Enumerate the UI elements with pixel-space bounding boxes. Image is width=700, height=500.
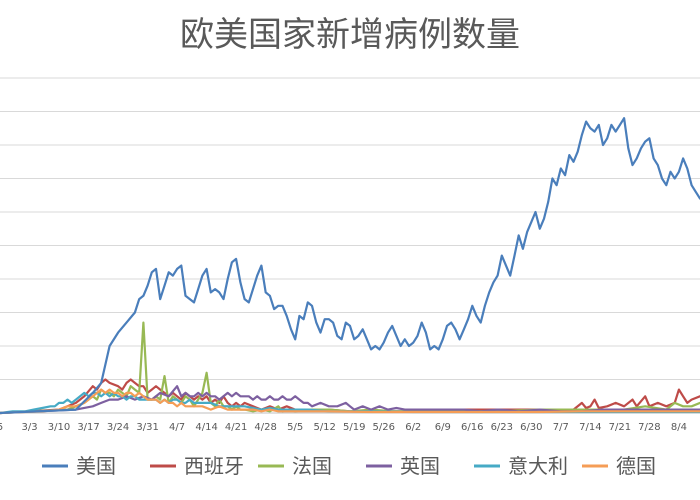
x-axis-ticks: 5 3/3 3/10 3/17 3/24 3/31 4/7 4/14 4/21 4/28 5/5 5/… <box>0 422 687 433</box>
x-tick-label: 5/26 <box>373 422 395 433</box>
x-tick-label: 7/14 <box>579 422 601 433</box>
x-tick-label: 3/24 <box>107 422 129 433</box>
series-line-4 <box>0 385 700 415</box>
x-tick-label: 3/10 <box>48 422 70 433</box>
chart-title: 欧美国家新增病例数量 <box>180 15 520 55</box>
x-tick-label: 8/4 <box>671 422 687 433</box>
legend-label: 德国 <box>616 454 656 478</box>
series-lines <box>0 117 700 415</box>
series-line-2 <box>0 378 700 415</box>
series-line-1 <box>0 117 700 415</box>
legend: 美国 西班牙 法国 英国 意大利 德国 <box>42 454 656 478</box>
x-tick-label: 5 <box>0 422 3 433</box>
x-tick-label: 3/31 <box>136 422 158 433</box>
x-tick-label: 3/3 <box>21 422 37 433</box>
x-tick-label: 4/14 <box>195 422 217 433</box>
gridlines <box>0 77 700 380</box>
legend-label: 美国 <box>76 454 116 478</box>
x-tick-label: 4/21 <box>225 422 247 433</box>
x-tick-label: 5/12 <box>313 422 335 433</box>
x-tick-label: 3/17 <box>77 422 99 433</box>
x-tick-label: 6/2 <box>405 422 421 433</box>
series-line-6 <box>0 388 700 415</box>
legend-label: 英国 <box>400 454 440 478</box>
x-tick-label: 7/28 <box>638 422 660 433</box>
x-tick-label: 6/30 <box>520 422 542 433</box>
legend-label: 法国 <box>292 454 332 478</box>
x-tick-label: 7/7 <box>553 422 569 433</box>
x-tick-label: 6/23 <box>491 422 513 433</box>
legend-label: 西班牙 <box>184 454 244 478</box>
x-tick-label: 4/28 <box>254 422 276 433</box>
x-tick-label: 5/5 <box>287 422 303 433</box>
x-tick-label: 4/7 <box>169 422 185 433</box>
x-tick-label: 5/19 <box>343 422 365 433</box>
x-tick-label: 7/21 <box>609 422 631 433</box>
x-tick-label: 6/9 <box>435 422 451 433</box>
legend-label: 意大利 <box>508 454 568 478</box>
x-tick-label: 6/16 <box>461 422 483 433</box>
